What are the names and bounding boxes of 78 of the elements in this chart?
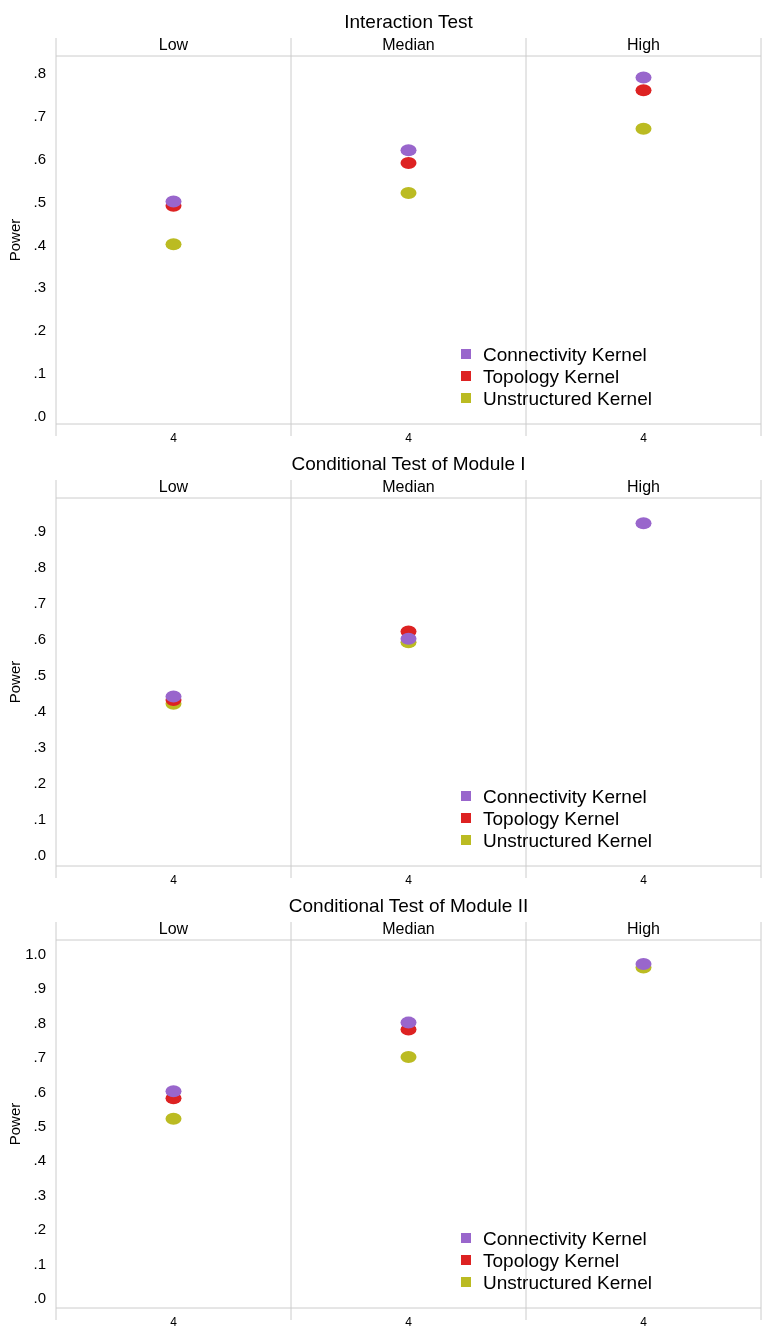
y-tick-label: .0 (33, 1288, 46, 1306)
y-tick-label: .0 (33, 846, 46, 864)
point (165, 238, 182, 251)
point (165, 1085, 182, 1098)
y-tick-label: .4 (33, 702, 46, 720)
text: Median (382, 36, 435, 53)
legend-label: Connectivity Kernel (483, 785, 647, 807)
y-axis-title: Power (6, 1102, 23, 1146)
y-tick-label: .5 (33, 1116, 46, 1134)
text: Median (382, 920, 435, 937)
text: Low (158, 478, 189, 495)
legend-label: Unstructured Kernel (483, 829, 652, 851)
point (165, 1112, 182, 1125)
y-tick-label: .0 (33, 406, 46, 424)
y-tick-label: .3 (33, 738, 46, 756)
text: High (627, 920, 660, 937)
chart-title: Interaction Test (344, 11, 474, 32)
legend-label: Unstructured Kernel (483, 387, 652, 409)
y-tick-label: 1.0 (25, 945, 46, 963)
legend-label: Unstructured Kernel (483, 1271, 652, 1293)
point (400, 156, 417, 169)
y-tick-label: .1 (33, 363, 46, 381)
x-tick-label: 4 (170, 431, 178, 445)
x-tick-label: 4 (640, 1315, 648, 1329)
y-tick-label: .2 (33, 1220, 46, 1238)
y-axis-title: Power (6, 660, 23, 704)
y-tick-label: .7 (33, 107, 46, 125)
y-tick-label: .7 (33, 593, 46, 611)
y-tick-label: .1 (33, 1254, 46, 1272)
y-tick-label: .4 (33, 1151, 46, 1169)
y-tick-label: .9 (33, 521, 46, 539)
point (635, 71, 652, 84)
y-tick-label: .4 (33, 235, 46, 253)
legend-label: Topology Kernel (483, 807, 620, 829)
y-tick-label: .8 (33, 64, 46, 82)
point (400, 144, 417, 157)
text: Low (158, 920, 189, 937)
y-axis-title: Power (6, 218, 23, 262)
point (635, 517, 652, 530)
text: Low (158, 36, 189, 53)
y-tick-label: .6 (33, 629, 46, 647)
y-tick-label: .2 (33, 774, 46, 792)
y-tick-label: .6 (33, 1082, 46, 1100)
text: High (627, 36, 660, 53)
legend-label: Connectivity Kernel (483, 1227, 647, 1249)
point (635, 84, 652, 97)
y-tick-label: .5 (33, 666, 46, 684)
x-tick-label: 4 (170, 1315, 178, 1329)
chart-title: Conditional Test of Module I (291, 453, 526, 474)
point (400, 186, 417, 199)
x-tick-label: 4 (170, 873, 178, 887)
y-tick-label: .3 (33, 1185, 46, 1203)
point (165, 690, 182, 703)
point (400, 1050, 417, 1063)
point (165, 195, 182, 208)
text: High (627, 478, 660, 495)
y-tick-label: .2 (33, 321, 46, 339)
y-tick-label: .1 (33, 810, 46, 828)
point (635, 122, 652, 135)
x-tick-label: 4 (405, 431, 413, 445)
y-tick-label: .8 (33, 557, 46, 575)
text: Median (382, 478, 435, 495)
x-tick-label: 4 (640, 873, 648, 887)
x-tick-label: 4 (405, 873, 413, 887)
y-tick-label: .7 (33, 1048, 46, 1066)
legend-label: Topology Kernel (483, 365, 620, 387)
chart-title: Conditional Test of Module II (288, 895, 529, 916)
y-tick-label: .5 (33, 192, 46, 210)
legend-label: Connectivity Kernel (483, 343, 647, 365)
legend-label: Topology Kernel (483, 1249, 620, 1271)
y-tick-label: .3 (33, 278, 46, 296)
x-tick-label: 4 (405, 1315, 413, 1329)
y-tick-label: .9 (33, 979, 46, 997)
x-tick-label: 4 (640, 431, 648, 445)
point (400, 1016, 417, 1029)
y-tick-label: .8 (33, 1013, 46, 1031)
y-tick-label: .6 (33, 149, 46, 167)
point (400, 632, 417, 645)
